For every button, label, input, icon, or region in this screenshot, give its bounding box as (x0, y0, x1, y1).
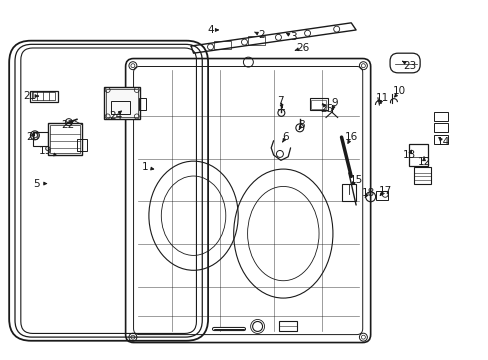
Text: 2: 2 (258, 30, 264, 40)
Bar (433, 112, 447, 121)
Text: 20: 20 (26, 132, 39, 142)
Text: 11: 11 (375, 93, 388, 103)
Text: 6: 6 (282, 132, 288, 142)
Bar (309, 98, 327, 111)
Text: 24: 24 (109, 111, 122, 121)
Bar (48, 123, 82, 155)
Bar (279, 321, 296, 331)
Text: 23: 23 (402, 61, 415, 71)
Bar (106, 89, 138, 117)
Bar (407, 144, 427, 166)
Bar (50, 125, 80, 153)
Text: 1: 1 (142, 162, 148, 172)
Bar (33, 132, 48, 146)
Text: 3: 3 (289, 32, 296, 42)
Text: 13: 13 (402, 150, 415, 160)
Bar (247, 36, 265, 45)
Text: 5: 5 (34, 179, 40, 189)
Text: 16: 16 (344, 132, 357, 142)
Bar (311, 100, 325, 109)
Text: 17: 17 (378, 186, 391, 196)
Text: 14: 14 (436, 138, 449, 148)
Text: 12: 12 (417, 157, 430, 167)
Bar (433, 123, 447, 132)
Text: 21: 21 (23, 91, 37, 101)
Bar (341, 184, 355, 202)
Text: 19: 19 (39, 147, 52, 157)
Text: 26: 26 (296, 43, 309, 53)
Bar (103, 87, 140, 119)
Bar (77, 139, 87, 152)
Text: 22: 22 (61, 120, 74, 130)
Bar (213, 41, 231, 49)
Bar (433, 135, 447, 144)
Bar (32, 93, 55, 100)
Text: 18: 18 (361, 188, 374, 198)
Text: 10: 10 (392, 86, 406, 96)
Text: 9: 9 (330, 98, 337, 108)
Bar (139, 98, 146, 111)
Text: 25: 25 (320, 104, 333, 113)
Bar (111, 102, 130, 114)
Bar (30, 91, 58, 102)
Bar (413, 167, 430, 184)
Text: 15: 15 (349, 175, 362, 185)
Text: 7: 7 (277, 96, 284, 107)
Text: 4: 4 (207, 25, 213, 35)
Text: 8: 8 (298, 120, 305, 130)
Bar (375, 191, 387, 200)
